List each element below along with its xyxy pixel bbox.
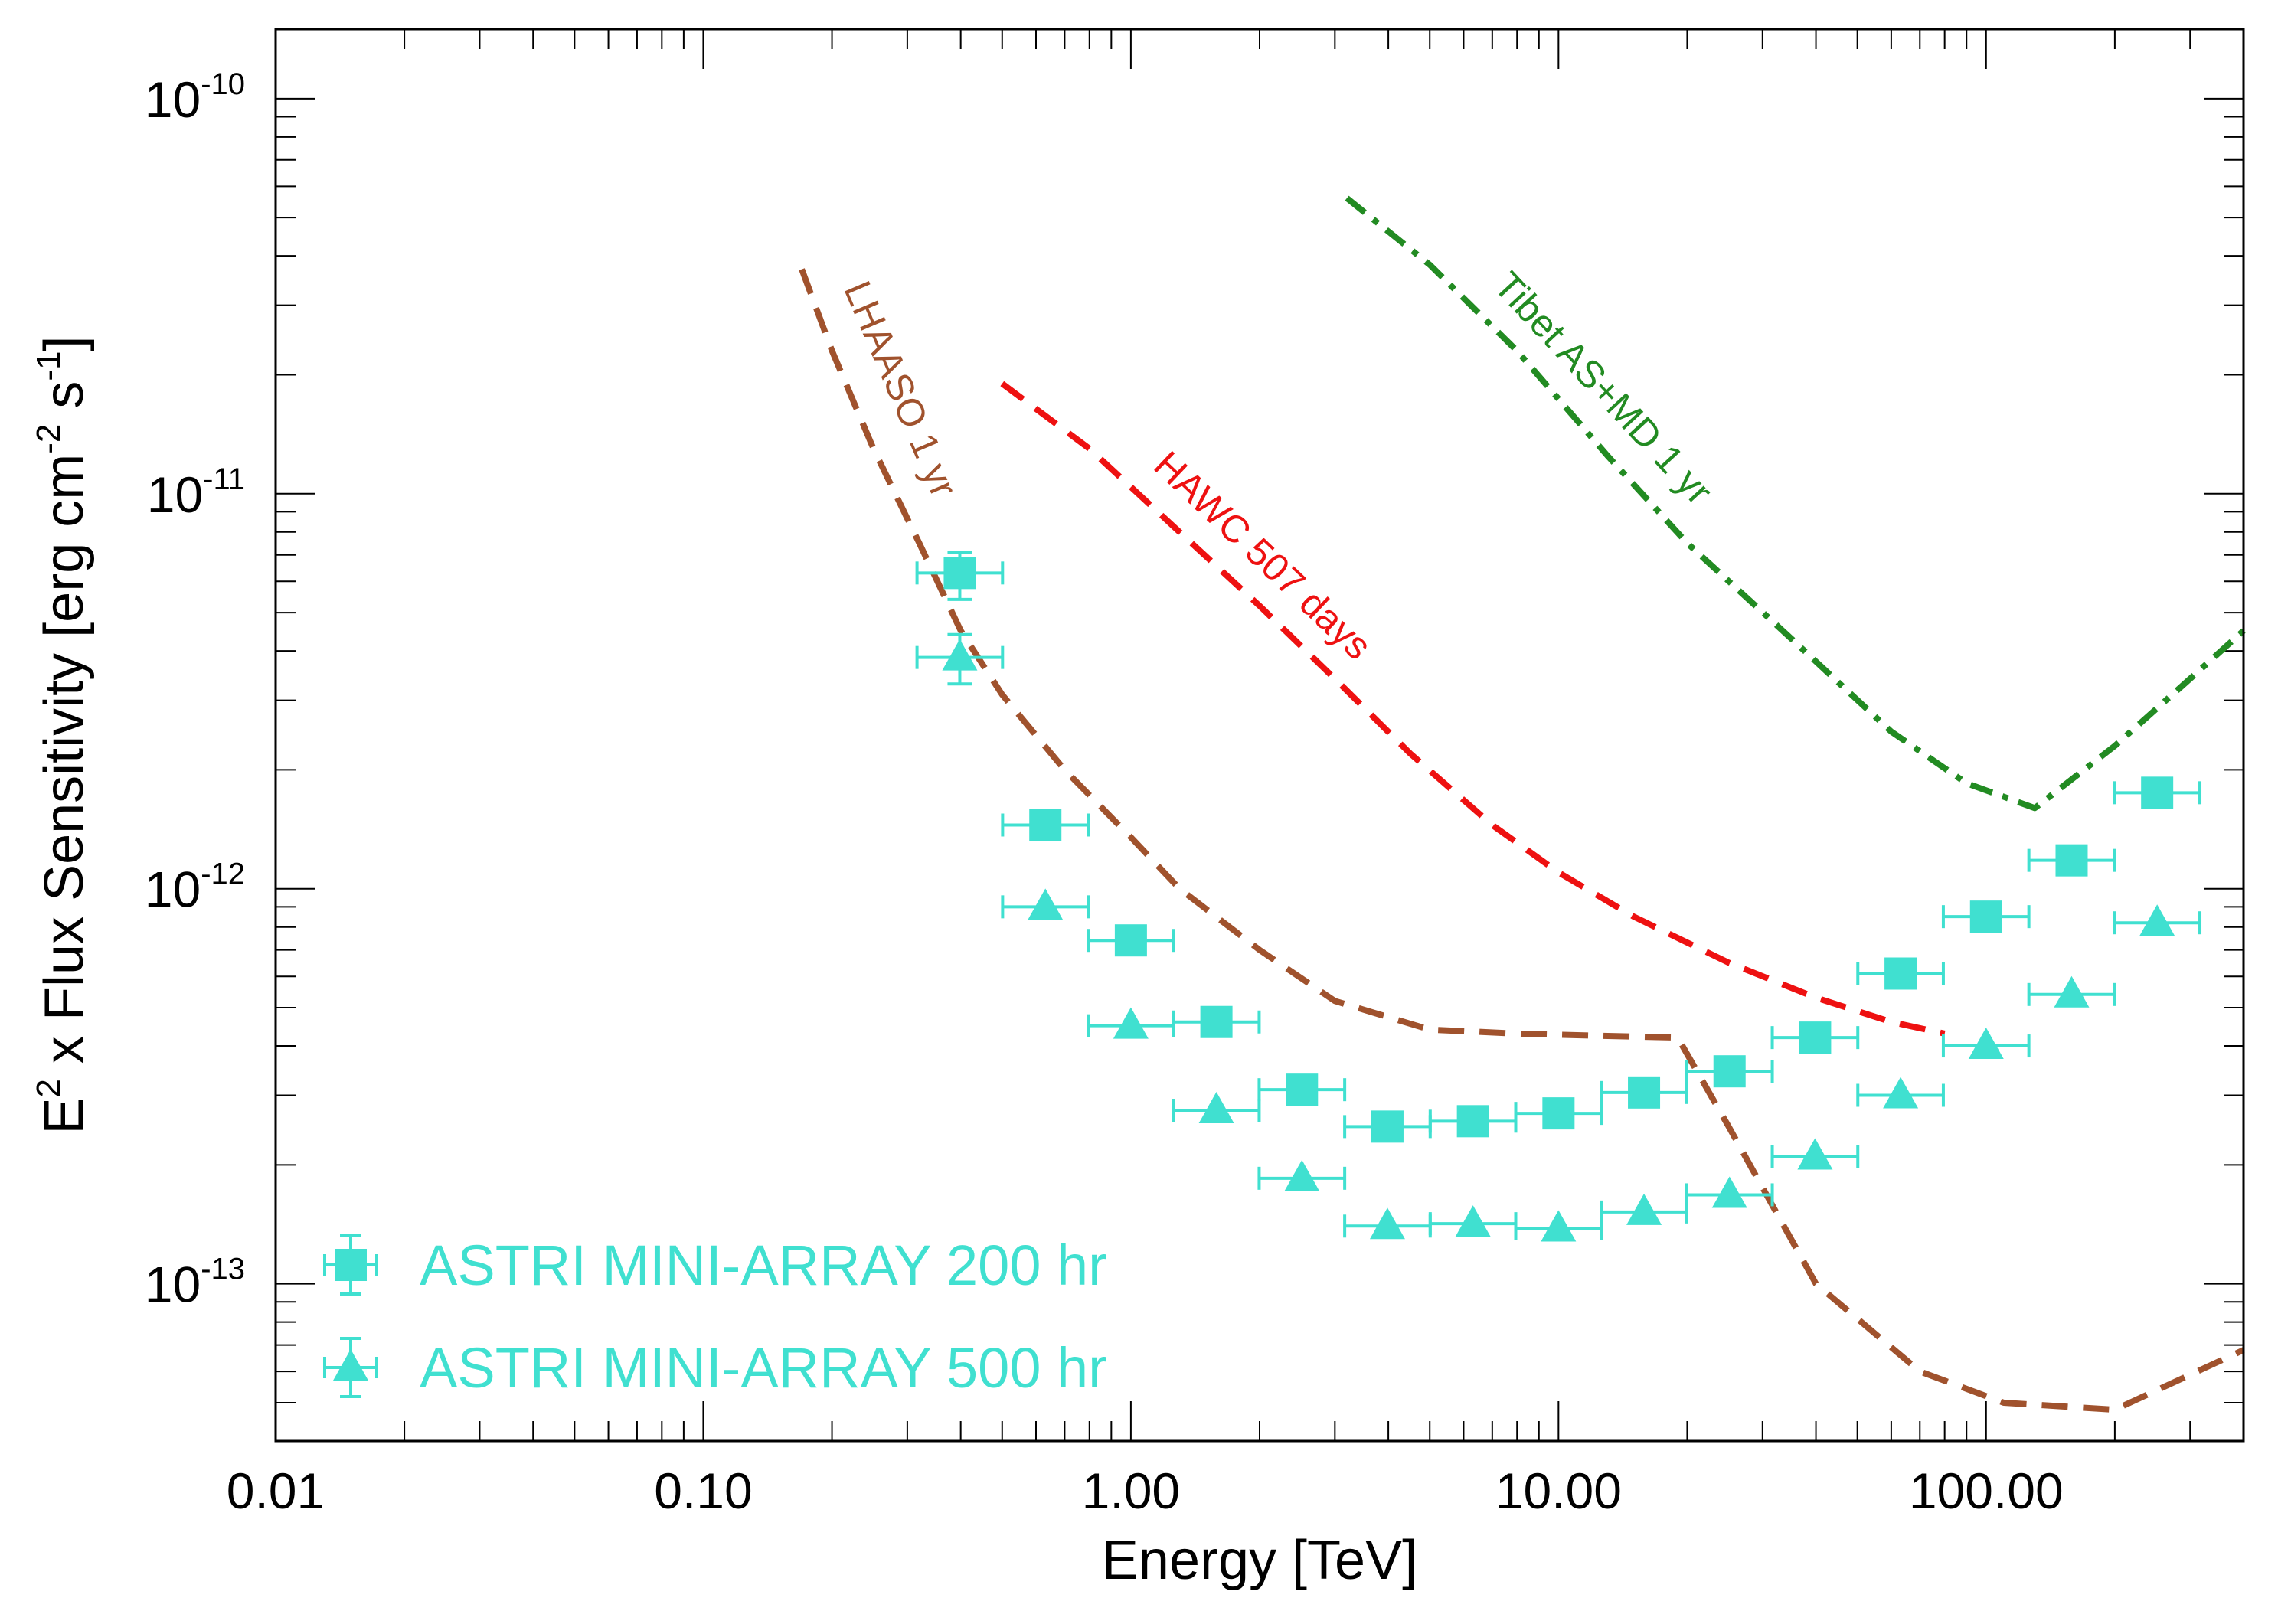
triangle-marker [1883,1077,1919,1109]
triangle-marker [1797,1138,1833,1170]
y-tick-base: 10 [145,71,201,128]
triangle-marker [1198,1092,1234,1124]
triangle-marker [1711,1176,1747,1208]
square-marker [1456,1105,1489,1138]
x-tick-label: 0.10 [654,1462,752,1519]
y-axis-title-part: ] [34,336,95,351]
triangle-marker [1455,1205,1491,1237]
legend: ASTRI MINI-ARRAY 200 hr ASTRI MINI-ARRAY … [323,1234,1107,1400]
triangle-marker [1541,1210,1577,1242]
square-marker [1029,809,1062,841]
square-marker [2055,844,2088,877]
triangle-marker [1113,1007,1149,1039]
triangle-marker [942,639,978,671]
y-tick-base: 10 [147,466,203,523]
y-tick-base: 10 [145,1256,201,1313]
square-marker [1542,1097,1575,1130]
triangle-marker [1369,1207,1405,1240]
y-tick-base: 10 [145,861,201,918]
triangle-marker [1028,888,1064,920]
square-marker [1200,1005,1233,1038]
x-tick-label: 100.00 [1909,1462,2064,1519]
square-marker [335,1249,367,1281]
plot-frame [274,28,2245,1443]
y-tick-label: 10-10 [145,67,245,128]
axis-labels: 0.01 0.10 1.00 10.00 100.0010-1010-1110-1210… [30,67,2064,1591]
y-axis-title: E2 x Flux Sensitivity [erg cm-2 s-1] [30,336,95,1135]
square-marker [1371,1110,1404,1143]
y-axis-title-part: E [34,1097,95,1134]
square-marker [1799,1021,1832,1054]
triangle-marker [1968,1028,2004,1060]
y-axis-title-part: s [34,381,95,424]
tibet-as-md-1-yr-curve [1345,195,2246,812]
y-tick-label: 10-11 [147,462,245,523]
triangle-marker [2054,975,2090,1008]
y-tick-exponent: -13 [201,1253,245,1286]
square-marker [1713,1055,1746,1088]
square-marker [1884,957,1917,990]
legend-label: ASTRI MINI-ARRAY 200 hr [420,1234,1107,1297]
square-marker [943,557,976,590]
data-markers [942,557,2175,1242]
y-tick-exponent: -11 [203,462,245,496]
y-tick-label: 10-12 [145,858,245,918]
y-axis-title-sup: -2 [30,424,67,454]
triangle-marker [2139,904,2175,936]
square-marker [2141,776,2174,809]
hawc-507-days-curve [1000,381,1946,1037]
legend-label: ASTRI MINI-ARRAY 500 hr [420,1336,1107,1400]
x-tick-label: 10.00 [1495,1462,1622,1519]
y-tick-exponent: -12 [201,858,245,891]
axis-ticks [275,29,2244,1442]
y-tick-label: 10-13 [145,1253,245,1313]
triangle-marker [1284,1159,1320,1191]
triangle-marker [333,1349,368,1381]
square-marker [1114,924,1147,957]
x-axis-title: Energy [TeV] [1102,1530,1417,1591]
square-marker [1286,1073,1319,1106]
lhaaso-1-yr-curve [799,268,2245,1413]
triangle-marker [1626,1193,1662,1225]
reference-curves [799,195,2246,1413]
y-axis-title-sup: 2 [30,1079,67,1097]
y-axis-title-part: x Flux Sensitivity [erg cm [34,454,95,1079]
x-tick-label: 0.01 [227,1462,325,1519]
x-tick-label: 1.00 [1082,1462,1180,1519]
square-marker [1969,900,2002,933]
y-axis-title-sup: -1 [30,351,67,381]
y-tick-exponent: -10 [201,67,245,101]
square-marker [1628,1076,1661,1109]
